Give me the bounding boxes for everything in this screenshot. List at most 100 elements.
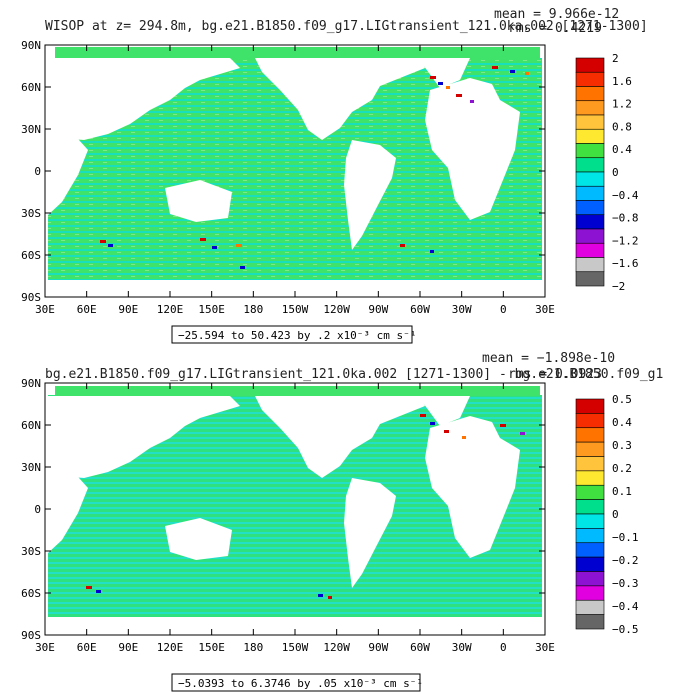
colorbar-swatch xyxy=(575,513,605,529)
colorbar-label: −1.6 xyxy=(612,257,639,270)
colorbar-swatch xyxy=(575,599,605,615)
x-tick-label: 120E xyxy=(157,303,184,316)
x-tick-label: 60W xyxy=(410,303,430,316)
x-tick-label: 60E xyxy=(77,303,97,316)
colorbar-label: 0.1 xyxy=(612,485,632,498)
panel-2-range-label: −5.0393 to 6.3746 by .05 x10⁻³ cm s⁻¹ xyxy=(178,677,423,690)
y-tick-label: 30N xyxy=(21,461,41,474)
y-tick-label: 90S xyxy=(21,629,41,642)
colorbar-swatch xyxy=(575,143,605,159)
colorbar-label: −0.8 xyxy=(612,212,639,225)
colorbar-label: 0.5 xyxy=(612,393,632,406)
colorbar-swatch xyxy=(575,242,605,258)
colorbar-label: 0.4 xyxy=(612,416,632,429)
colorbar-swatch xyxy=(575,100,605,116)
colorbar-swatch xyxy=(575,57,605,73)
colorbar-label: 1.2 xyxy=(612,98,632,111)
colorbar-swatch xyxy=(575,499,605,515)
x-tick-label: 120W xyxy=(323,303,350,316)
panel-1-mean: mean = 9.966e-12 xyxy=(494,7,619,22)
colorbar-swatch xyxy=(575,128,605,144)
colorbar-swatch xyxy=(575,614,605,630)
panel-1-southern-ocean-noise xyxy=(100,238,434,269)
panel-1-rms: rms = 0.4219 xyxy=(508,21,602,36)
y-tick-label: 30N xyxy=(21,123,41,136)
panel-2-map xyxy=(44,382,546,636)
x-tick-label: 120E xyxy=(157,641,184,654)
colorbar-label: 0 xyxy=(612,508,619,521)
panel-2-range-box: −5.0393 to 6.3746 by .05 x10⁻³ cm s⁻¹ xyxy=(171,673,423,692)
panel-2-north-atlantic-noise xyxy=(420,414,525,439)
colorbar-label: 0.8 xyxy=(612,120,632,133)
colorbar-swatch xyxy=(575,185,605,201)
panel-1-north-atlantic-noise xyxy=(430,66,529,103)
panel-1-range-box: −25.594 to 50.423 by .2 x10⁻³ cm s⁻¹ xyxy=(171,325,416,344)
colorbar-swatch xyxy=(575,585,605,601)
panel-1-y-axis: 90N 60N 30N 0 30S 60S 90S xyxy=(21,39,545,304)
colorbar-swatch xyxy=(575,398,605,414)
y-tick-label: 60S xyxy=(21,587,41,600)
x-tick-label: 150E xyxy=(198,303,225,316)
x-tick-label: 60W xyxy=(410,641,430,654)
panel-2-colorbar: 0.5 0.4 0.3 0.2 0.1 0 −0.1 −0.2 −0.3 −0.4 −0.5 xyxy=(575,393,639,636)
x-tick-label: 180 xyxy=(243,641,263,654)
x-tick-label: 60E xyxy=(77,641,97,654)
x-tick-label: 180 xyxy=(243,303,263,316)
panel-2-y-axis: 90N 60N 30N 0 30S 60S 90S xyxy=(21,377,545,642)
y-tick-label: 90N xyxy=(21,377,41,390)
y-tick-label: 0 xyxy=(34,503,41,516)
colorbar-swatch xyxy=(575,200,605,216)
colorbar-swatch xyxy=(575,171,605,187)
panel-1-map xyxy=(44,44,546,298)
x-tick-label: 30E xyxy=(535,303,555,316)
colorbar-swatch xyxy=(575,157,605,173)
colorbar-label: 0.4 xyxy=(612,143,632,156)
colorbar-swatch xyxy=(575,214,605,230)
x-tick-label: 30W xyxy=(452,641,472,654)
colorbar-label: −0.1 xyxy=(612,531,639,544)
colorbar-swatch xyxy=(575,86,605,102)
colorbar-swatch xyxy=(575,542,605,558)
y-tick-label: 90N xyxy=(21,39,41,52)
x-tick-label: 90E xyxy=(118,641,138,654)
colorbar-label: −2 xyxy=(612,280,625,293)
colorbar-swatch xyxy=(575,413,605,429)
panel-1-x-axis: 30E 60E 90E 120E 150E 180 150W 120W 90W 60W 30W 0 30… xyxy=(35,45,555,316)
y-tick-label: 60N xyxy=(21,419,41,432)
colorbar-swatch xyxy=(575,114,605,130)
colorbar-label: −0.4 xyxy=(612,600,639,613)
x-tick-label: 30W xyxy=(452,303,472,316)
colorbar-swatch xyxy=(575,571,605,587)
panel-2-mean: mean = −1.898e-10 xyxy=(482,351,615,366)
colorbar-swatch xyxy=(575,257,605,273)
y-tick-label: 30S xyxy=(21,545,41,558)
y-tick-label: 60S xyxy=(21,249,41,262)
x-tick-label: 150W xyxy=(282,641,309,654)
panel-2-x-axis: 30E 60E 90E 120E 150E 180 150W 120W 90W 60W 30W 0 30… xyxy=(35,383,555,654)
colorbar-swatch xyxy=(575,470,605,486)
panel-1-plot: WISOP at z= 294.8m, bg.e21.B1850.f09_g17… xyxy=(21,7,648,344)
panel-1-colorbar: 2 1.6 1.2 0.8 0.4 0 −0.4 −0.8 −1.2 −1.6 −2 xyxy=(575,52,639,293)
panel-1-range-label: −25.594 to 50.423 by .2 x10⁻³ cm s⁻¹ xyxy=(178,329,416,342)
colorbar-label: 2 xyxy=(612,52,619,65)
colorbar-label: 0.3 xyxy=(612,439,632,452)
colorbar-label: 1.6 xyxy=(612,75,632,88)
colorbar-swatch xyxy=(575,456,605,472)
panel-2-plot: bg.e21.B1850.f09_g17.LIGtransient_121.0k… xyxy=(21,351,663,692)
colorbar-swatch xyxy=(575,228,605,244)
x-tick-label: 30E xyxy=(535,641,555,654)
x-tick-label: 0 xyxy=(500,641,507,654)
x-tick-label: 90W xyxy=(368,303,388,316)
panel-2-southern-ocean-noise xyxy=(86,586,332,599)
colorbar-swatch xyxy=(575,441,605,457)
y-tick-label: 0 xyxy=(34,165,41,178)
colorbar-label: −0.4 xyxy=(612,189,639,202)
panel-2-rms: rms = 0.0923 xyxy=(508,367,602,382)
x-tick-label: 90E xyxy=(118,303,138,316)
colorbar-label: 0.2 xyxy=(612,462,632,475)
colorbar-label: −0.5 xyxy=(612,623,639,636)
colorbar-swatch xyxy=(575,271,605,287)
colorbar-label: −0.3 xyxy=(612,577,639,590)
colorbar-swatch xyxy=(575,427,605,443)
